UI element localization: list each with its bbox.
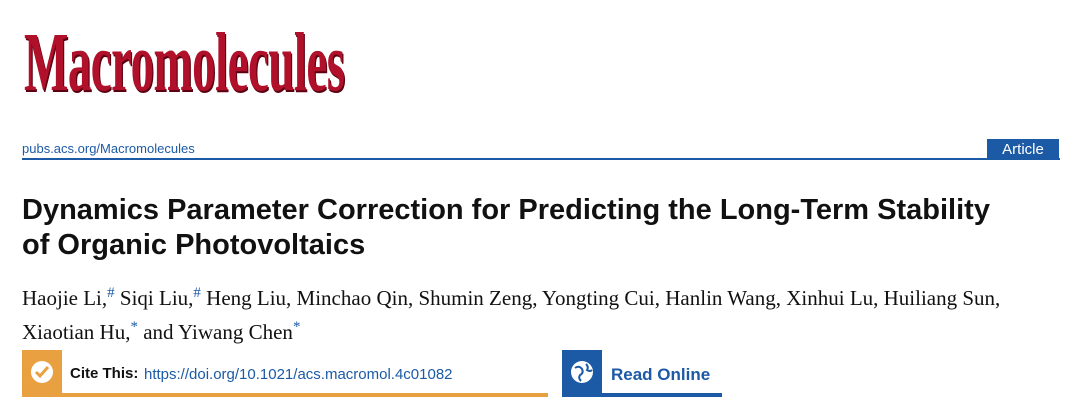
cite-box: Cite This: https://doi.org/10.1021/acs.m… bbox=[22, 350, 548, 397]
header-rule bbox=[22, 158, 1060, 160]
author-mark: # bbox=[193, 285, 201, 301]
cite-label: Cite This: bbox=[70, 365, 139, 382]
article-type: Article bbox=[987, 139, 1059, 160]
read-online[interactable]: Read Online bbox=[611, 365, 711, 384]
author-mark: * bbox=[130, 319, 138, 335]
article-title: Dynamics Parameter Correction for Predic… bbox=[22, 194, 990, 261]
read-online-box[interactable]: Read Online bbox=[562, 350, 722, 397]
authors: Haojie Li,# Siqi Liu,# Heng Liu, Minchao… bbox=[22, 279, 1067, 347]
read-icon bbox=[562, 350, 602, 393]
author: Siqi Liu, bbox=[119, 286, 194, 310]
author: Haojie Li, bbox=[22, 286, 108, 310]
author-mark: # bbox=[107, 285, 115, 301]
author: and Yiwang Chen bbox=[143, 320, 293, 344]
doi-link[interactable]: https://doi.org/10.1021/acs.macromol.4c0… bbox=[144, 366, 453, 383]
journal-url[interactable]: pubs.acs.org/Macromolecules bbox=[22, 141, 195, 156]
author-mark: * bbox=[292, 319, 301, 335]
author: Heng Liu, Minchao Qin, Shumin Zeng, Yong… bbox=[22, 286, 1001, 344]
cite-icon bbox=[22, 350, 62, 393]
journal-logo: Macromolecules bbox=[24, 16, 345, 109]
